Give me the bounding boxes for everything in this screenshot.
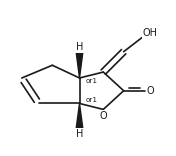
Text: OH: OH [143, 28, 158, 38]
Text: O: O [99, 111, 107, 121]
Polygon shape [76, 52, 83, 78]
Text: O: O [146, 86, 154, 96]
Text: or1: or1 [86, 78, 98, 84]
Polygon shape [76, 103, 83, 129]
Text: or1: or1 [86, 97, 98, 103]
Text: H: H [76, 42, 83, 52]
Text: H: H [76, 129, 83, 139]
